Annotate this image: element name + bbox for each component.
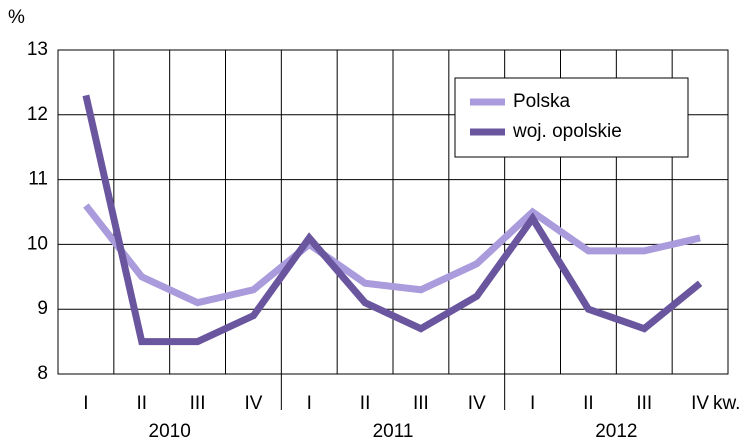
series-line xyxy=(83,203,701,307)
group-label: 2012 xyxy=(595,421,637,441)
x-tick-label: III xyxy=(190,393,206,414)
y-tick-label: 8 xyxy=(37,363,48,384)
y-tick-label: 12 xyxy=(27,104,48,125)
y-tick-label: 13 xyxy=(27,39,48,60)
y-tick-label: 9 xyxy=(37,298,48,319)
x-tick-label: II xyxy=(360,393,371,414)
legend-label: woj. opolskie xyxy=(512,121,622,142)
group-label: 2011 xyxy=(373,421,414,441)
series-line xyxy=(82,94,703,346)
x-tick-label: I xyxy=(307,393,312,414)
y-tick-label: 11 xyxy=(28,169,48,190)
x-axis-label: kw. xyxy=(713,393,740,414)
legend-box xyxy=(454,77,689,158)
x-tick-label: IV xyxy=(468,393,486,414)
x-tick-label: III xyxy=(636,393,652,414)
plot-border xyxy=(57,49,729,375)
x-tick-label: III xyxy=(413,393,429,414)
x-tick-label: IV xyxy=(244,393,262,414)
x-tick-label: I xyxy=(83,393,88,414)
x-tick-label: IV xyxy=(691,393,709,414)
y-tick-label: 10 xyxy=(27,233,48,254)
x-tick-label: II xyxy=(583,393,594,414)
x-tick-label: II xyxy=(136,393,147,414)
group-label: 2010 xyxy=(149,421,191,441)
legend-label: Polska xyxy=(513,91,570,112)
y-axis-label: % xyxy=(8,7,25,28)
x-tick-label: I xyxy=(530,393,535,414)
